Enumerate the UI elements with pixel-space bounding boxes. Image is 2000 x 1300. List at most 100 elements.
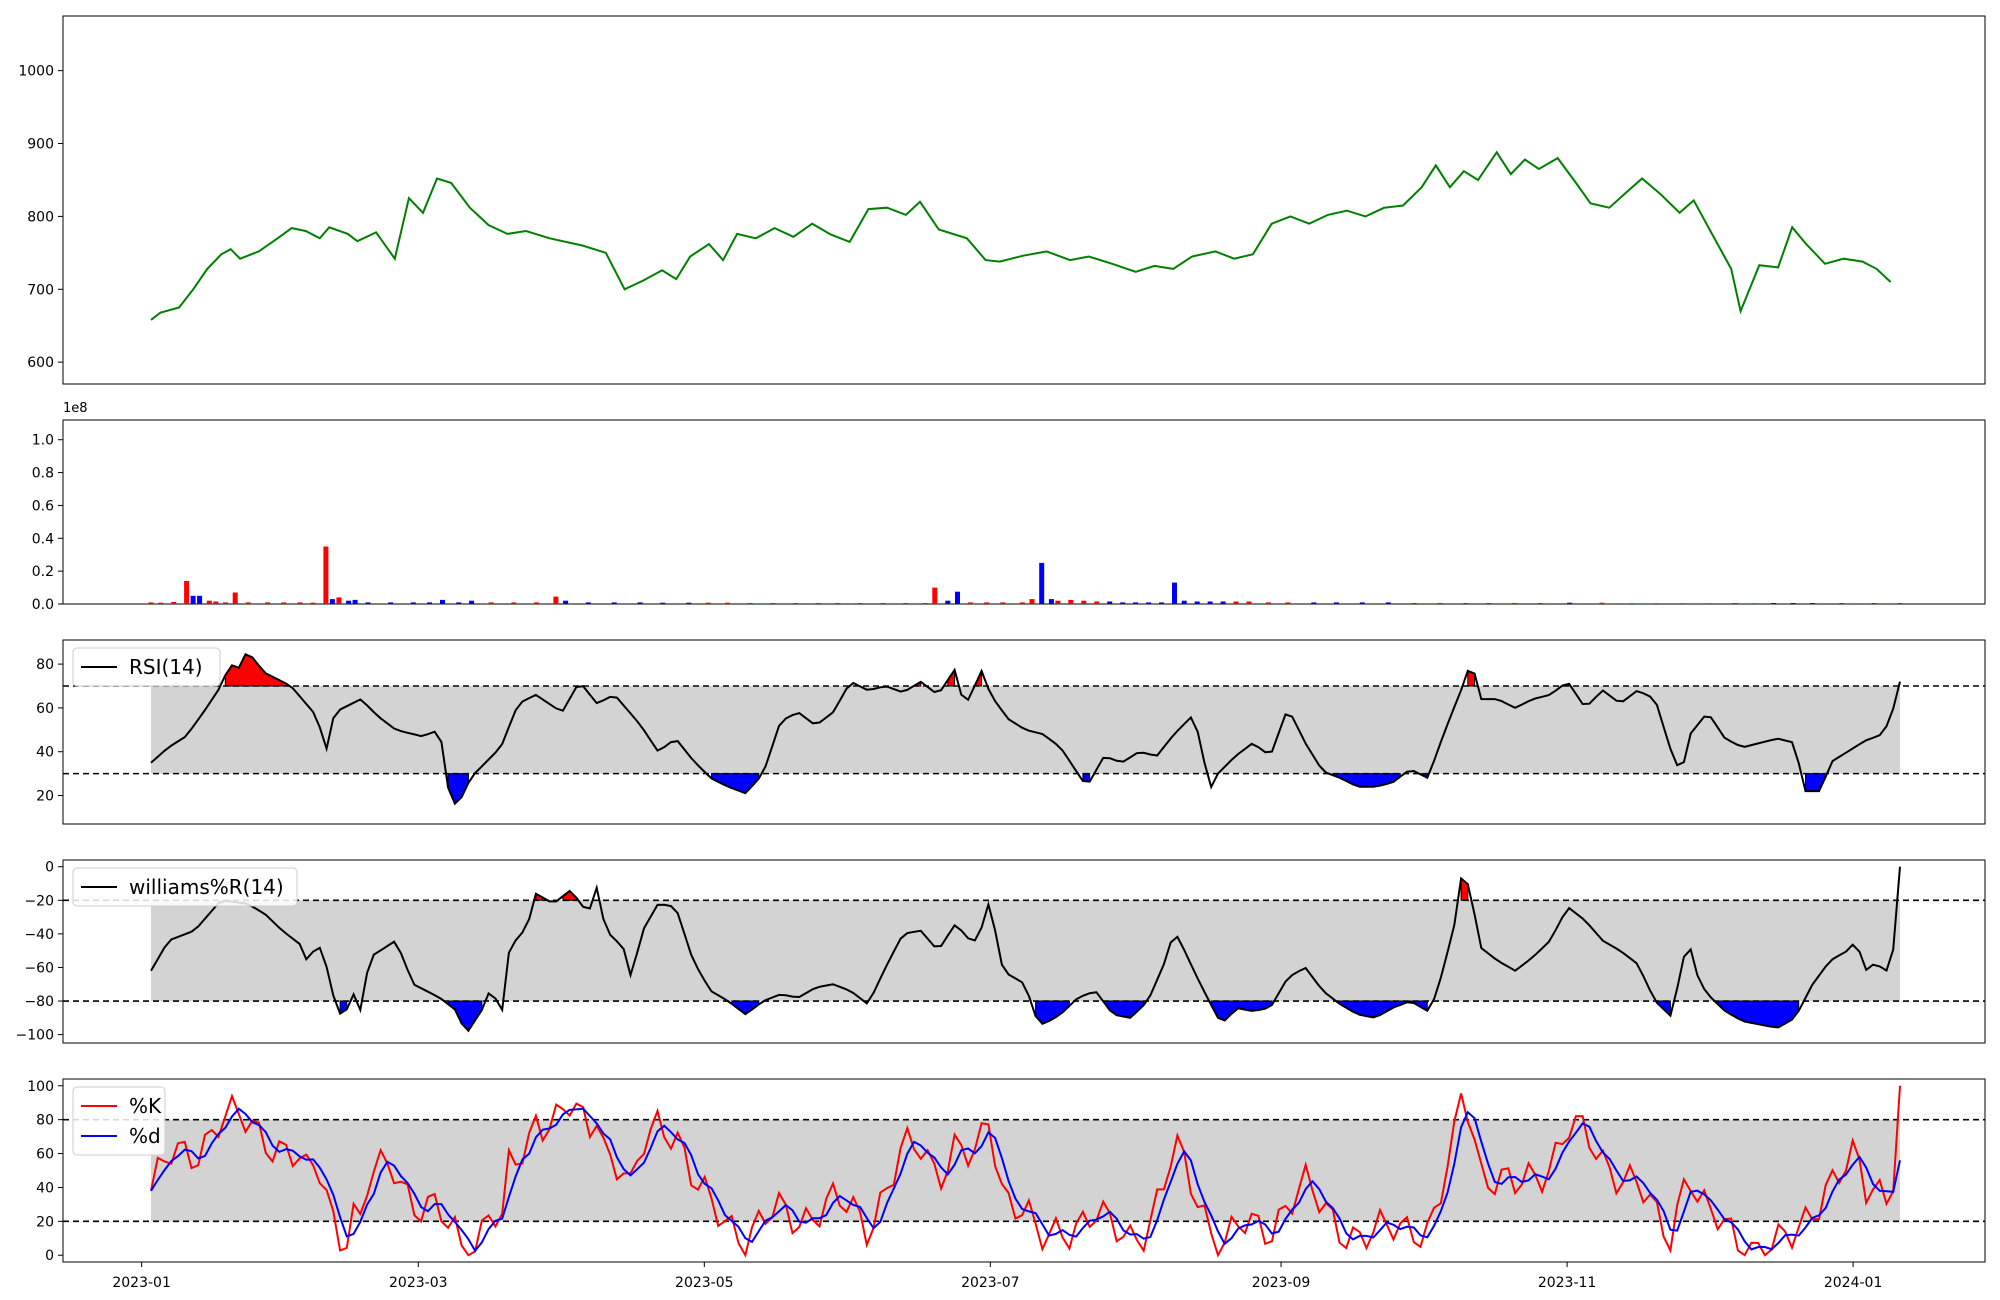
volume-bar xyxy=(563,600,569,604)
volume-bar xyxy=(223,602,228,604)
volume-bar xyxy=(281,602,287,604)
volume-bar xyxy=(945,600,951,604)
stoch-legend-label: %d xyxy=(129,1124,161,1148)
volume-bar xyxy=(1437,603,1443,604)
volume-bar xyxy=(197,595,203,604)
volume-bar xyxy=(1146,602,1152,604)
volume-bar xyxy=(1751,603,1757,604)
volume-bar xyxy=(747,603,753,604)
volume-bar xyxy=(1732,603,1738,604)
volume-bar xyxy=(1538,603,1543,604)
volume-bar xyxy=(903,603,909,604)
stoch-legend xyxy=(72,1086,166,1156)
williams-line xyxy=(150,866,1901,1033)
x-tick-label: 2023-01 xyxy=(112,1275,171,1291)
price-ytick-label: 1000 xyxy=(18,64,54,80)
rsi-line xyxy=(150,652,1901,806)
rsi-ytick-label: 20 xyxy=(36,789,54,805)
volume-bar xyxy=(922,603,928,604)
volume-bar xyxy=(1194,601,1200,604)
volume-bar xyxy=(206,600,212,604)
volume-ytick-label: 0.0 xyxy=(32,597,54,613)
williams-ytick-label: −20 xyxy=(24,893,54,909)
volume-bar xyxy=(1246,601,1252,604)
stoch-ytick-label: 100 xyxy=(27,1079,54,1095)
volume-bar xyxy=(553,596,559,604)
volume-bar xyxy=(148,602,154,604)
volume-bar xyxy=(1897,603,1903,604)
stoch-ytick-label: 80 xyxy=(36,1113,54,1129)
volume-bar xyxy=(511,602,517,604)
volume-bar xyxy=(660,602,666,604)
volume-bar xyxy=(1411,603,1417,604)
rsi-ytick-label: 80 xyxy=(36,657,54,673)
volume-bar xyxy=(1333,602,1339,604)
volume-bar xyxy=(533,602,539,604)
volume-bar xyxy=(323,546,329,604)
volume-bar xyxy=(346,600,352,604)
price-ytick-label: 800 xyxy=(27,209,54,225)
volume-bar xyxy=(158,602,164,604)
volume-bar xyxy=(1839,603,1845,604)
stoch-ytick-label: 60 xyxy=(36,1147,54,1163)
price-ytick-label: 600 xyxy=(27,355,54,371)
volume-bar xyxy=(245,602,251,604)
volume-bar xyxy=(793,603,798,604)
price-axes-frame xyxy=(62,15,1986,385)
volume-bar xyxy=(1181,600,1187,604)
volume-bar xyxy=(1055,600,1061,604)
volume-bar xyxy=(1068,599,1074,604)
stoch-legend-label: %K xyxy=(129,1094,162,1118)
volume-ytick-label: 0.2 xyxy=(32,564,54,580)
volume-ytick-label: 1.0 xyxy=(32,433,54,449)
volume-bar xyxy=(1207,601,1213,604)
volume-bar xyxy=(1654,603,1660,604)
volume-ytick-label: 0.6 xyxy=(32,498,54,514)
x-tick-label: 2024-01 xyxy=(1824,1275,1883,1291)
volume-bar xyxy=(1039,562,1045,604)
williams-ytick-label: 0 xyxy=(45,860,54,876)
rsi-ytick-label: 60 xyxy=(36,701,54,717)
volume-bar xyxy=(427,602,432,604)
rsi-ytick-label: 40 xyxy=(36,745,54,761)
volume-bar xyxy=(310,602,316,604)
volume-bar xyxy=(1680,603,1686,604)
x-tick-label: 2023-07 xyxy=(961,1275,1020,1291)
williams-neutral-band xyxy=(151,900,1900,1002)
x-tick-label: 2023-03 xyxy=(389,1275,448,1291)
stoch-ytick-label: 20 xyxy=(36,1214,54,1230)
williams-oversold-fill xyxy=(1210,1000,1273,1021)
stoch-ytick-label: 0 xyxy=(45,1248,54,1264)
volume-bar xyxy=(1000,602,1006,604)
volume-bar xyxy=(171,602,177,604)
rsi-legend-label: RSI(14) xyxy=(129,655,203,679)
volume-bar xyxy=(265,602,271,604)
stoch-ytick-label: 40 xyxy=(36,1180,54,1196)
volume-bar xyxy=(1133,602,1139,604)
stoch-d-line xyxy=(150,1107,1901,1253)
williams-legend xyxy=(72,867,298,907)
volume-bar xyxy=(1790,603,1796,604)
volume-bar xyxy=(1019,602,1025,604)
volume-bar xyxy=(213,601,219,604)
williams-ytick-label: −100 xyxy=(16,1028,54,1044)
volume-bar xyxy=(637,602,643,604)
volume-bar xyxy=(932,587,938,604)
volume-axes-frame xyxy=(62,419,1986,605)
volume-bar xyxy=(835,603,841,604)
volume-bar xyxy=(1871,603,1877,604)
volume-bar xyxy=(1463,603,1469,604)
volume-bar xyxy=(297,602,303,604)
williams-legend-label: williams%R(14) xyxy=(129,875,284,899)
volume-bar xyxy=(336,597,342,604)
stoch-axes-frame xyxy=(62,1078,1986,1263)
volume-bar xyxy=(880,603,886,604)
rsi-axes-frame xyxy=(62,639,1986,825)
volume-bar xyxy=(1220,601,1226,604)
price-ytick-label: 700 xyxy=(27,282,54,298)
volume-bar xyxy=(1029,599,1035,604)
x-tick-label: 2023-11 xyxy=(1538,1275,1597,1291)
volume-bar xyxy=(1048,599,1054,604)
williams-ytick-label: −40 xyxy=(24,927,54,943)
volume-bar xyxy=(232,592,238,604)
